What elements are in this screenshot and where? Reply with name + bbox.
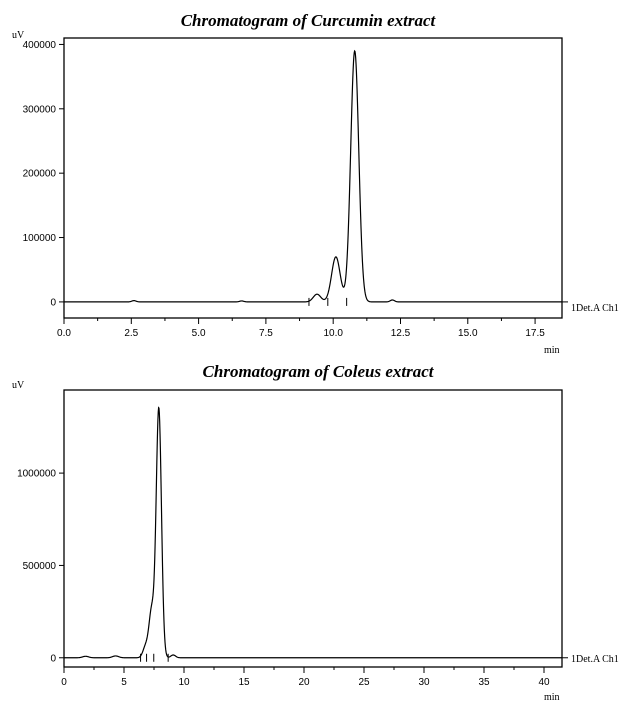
chart-1-trace xyxy=(64,49,562,303)
y-tick-label: 100000 xyxy=(23,233,57,244)
x-tick-label: 10.0 xyxy=(323,328,343,339)
x-tick-label: 30 xyxy=(418,677,430,688)
chart-1-detector-label: 1Det.A Ch1 xyxy=(571,303,619,314)
peak-label: CURCUMIN xyxy=(361,0,423,3)
chart-2-frame xyxy=(63,389,563,668)
x-tick-label: 35 xyxy=(478,677,490,688)
x-tick-label: 15.0 xyxy=(458,328,478,339)
x-tick-label: 25 xyxy=(358,677,370,688)
chart-2-title: Chromatogram of Coleus extract xyxy=(203,362,435,381)
peak-label: BISDEMETHOXY CURCUMIN xyxy=(325,0,481,3)
y-tick-label: 1000000 xyxy=(17,469,56,480)
chart-2-x-unit: min xyxy=(544,692,560,701)
chart-2-detector-label: 1Det.A Ch1 xyxy=(571,654,619,665)
chart-1-x-unit: min xyxy=(544,345,560,356)
x-tick-label: 7.5 xyxy=(259,328,273,339)
peak-label: FORSKOLIN xyxy=(175,0,241,3)
chart-2-trace xyxy=(64,406,562,659)
x-tick-label: 2.5 xyxy=(124,328,138,339)
x-tick-label: 0.0 xyxy=(57,328,71,339)
peak-label: BISDEMETHOXY CURCUMIN xyxy=(146,0,302,3)
peak-label: CURCUMIN xyxy=(165,0,227,3)
chart-2-y-unit: uV xyxy=(12,380,25,391)
x-tick-label: 40 xyxy=(538,677,550,688)
x-tick-label: 15 xyxy=(238,677,250,688)
y-tick-label: 500000 xyxy=(23,561,57,572)
chart-1-y-unit: uV xyxy=(12,30,25,41)
chart-1: 0.0 2.5 5.0 7.5 10.0 12.5 15.0 17.5 0 100000 20000… xyxy=(23,0,568,339)
x-tick-label: 5 xyxy=(121,677,127,688)
y-tick-label: 0 xyxy=(50,297,56,308)
x-tick-label: 17.5 xyxy=(525,328,545,339)
y-tick-label: 300000 xyxy=(23,104,57,115)
y-tick-label: 400000 xyxy=(23,40,57,51)
y-tick-label: 200000 xyxy=(23,169,57,180)
x-tick-label: 20 xyxy=(298,677,310,688)
x-tick-label: 0 xyxy=(61,677,67,688)
y-tick-label: 0 xyxy=(50,653,56,664)
x-tick-label: 10 xyxy=(178,677,190,688)
chart-1-frame xyxy=(63,37,563,319)
peak-label: DESMETHOXY CURCUMIN xyxy=(156,0,300,3)
chart-2: 051015202530354005000001000000BISDEMETHO… xyxy=(17,0,568,688)
x-tick-label: 5.0 xyxy=(192,328,206,339)
x-tick-label: 12.5 xyxy=(391,328,411,339)
peak-label: DESMETHOXY CURCUMIN xyxy=(342,0,486,3)
chart-1-title: Chromatogram of Curcumin extract xyxy=(181,11,437,30)
